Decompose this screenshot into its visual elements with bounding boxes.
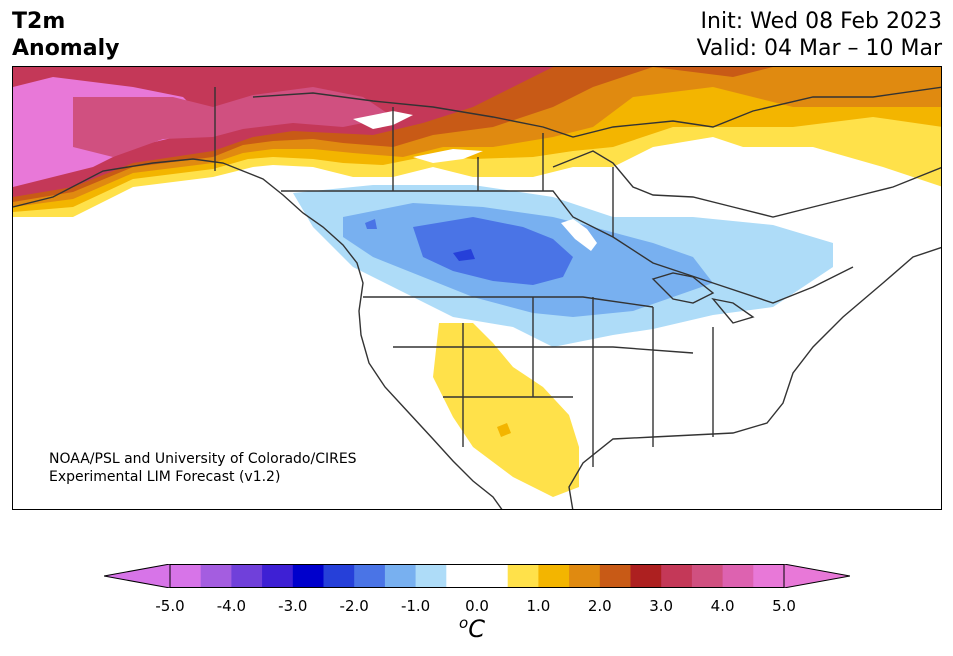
- anomaly-fill-4c-west: [73, 87, 393, 157]
- borders: [13, 86, 941, 509]
- credit-text: NOAA/PSL and University of Colorado/CIRE…: [49, 450, 357, 486]
- hudson-coast: [552, 150, 941, 218]
- colorbar-bin: [599, 564, 631, 588]
- credit-line-2: Experimental LIM Forecast (v1.2): [49, 469, 281, 485]
- credit-line-1: NOAA/PSL and University of Colorado/CIRE…: [49, 451, 357, 467]
- anomaly-fill-minus2-west: [365, 219, 377, 229]
- colorbar-extend-low: [104, 564, 171, 588]
- colorbar-tick-label: 1.0: [526, 597, 551, 615]
- colorbar-bin: [292, 564, 324, 588]
- cold-lake: [561, 219, 597, 251]
- title-line-1: T2m: [12, 9, 66, 34]
- colorbar-bin: [446, 564, 478, 588]
- ice-patch: [353, 111, 413, 129]
- colorbar-tick-label: 2.0: [587, 597, 612, 615]
- colorbar-tick-label: 4.0: [710, 597, 735, 615]
- colorbar-bin: [477, 564, 509, 588]
- init-date: Init: Wed 08 Feb 2023: [700, 9, 942, 34]
- colorbar-tick-label: -2.0: [339, 597, 369, 615]
- colorbar-frame: [169, 564, 785, 588]
- colorbar-tick-label: -3.0: [278, 597, 308, 615]
- colorbar-bin: [231, 564, 263, 588]
- colorbar-bin: [200, 564, 232, 588]
- ice-patch-2: [413, 149, 483, 163]
- colorbar-bin: [691, 564, 724, 588]
- colorbar-bin: [354, 564, 386, 588]
- anomaly-fill-2c-southwest: [497, 423, 511, 437]
- canada-us-border: [281, 190, 854, 304]
- colorbar-tick-label: 3.0: [649, 597, 674, 615]
- state-lines: [363, 296, 714, 467]
- province-lines: [392, 107, 614, 237]
- colorbar-bin: [722, 564, 754, 588]
- colorbar-tick-label: 0.0: [465, 597, 489, 615]
- colorbar-bin: [384, 564, 417, 588]
- temperature-anomaly-map: [12, 66, 942, 510]
- anomaly-fill-1c-southwest: [433, 323, 579, 497]
- valid-range: Valid: 04 Mar – 10 Mar: [696, 36, 942, 61]
- great-lakes: [651, 272, 755, 324]
- anomaly-fill-minus2c: [413, 217, 573, 285]
- colorbar-extend-high: [783, 564, 850, 588]
- anomaly-fill-minus3c: [453, 249, 475, 261]
- arctic-coast: [252, 86, 941, 138]
- colorbar-tick-label: -5.0: [155, 597, 185, 615]
- colorbar-tick-label: 5.0: [772, 597, 796, 615]
- colorbar-bin: [753, 564, 785, 588]
- colorbar-bin: [170, 564, 202, 588]
- forecast-dates: Init: Wed 08 Feb 2023 Valid: 04 Mar – 10…: [697, 8, 942, 62]
- colorbar-bin: [569, 564, 601, 588]
- colorbar-bin: [262, 564, 294, 588]
- colorbar-bin: [630, 564, 662, 588]
- unit-letter: C: [468, 615, 485, 643]
- title-line-2: Anomaly: [12, 36, 120, 61]
- unit-label: oC: [459, 614, 485, 643]
- map-canvas: [13, 67, 941, 509]
- colorbar-bin: [415, 564, 447, 588]
- colorbar-bin: [538, 564, 570, 588]
- colorbar-bin: [661, 564, 693, 588]
- colorbar-bin: [507, 564, 539, 588]
- unit-degree: o: [459, 614, 469, 632]
- colorbar-tick-label: -1.0: [400, 597, 431, 615]
- colorbar-tick-label: -4.0: [216, 597, 247, 615]
- map-title: T2m Anomaly: [12, 8, 119, 62]
- colorbar-bin: [323, 564, 355, 588]
- west-coastline: [13, 158, 503, 509]
- color-legend: [104, 564, 850, 588]
